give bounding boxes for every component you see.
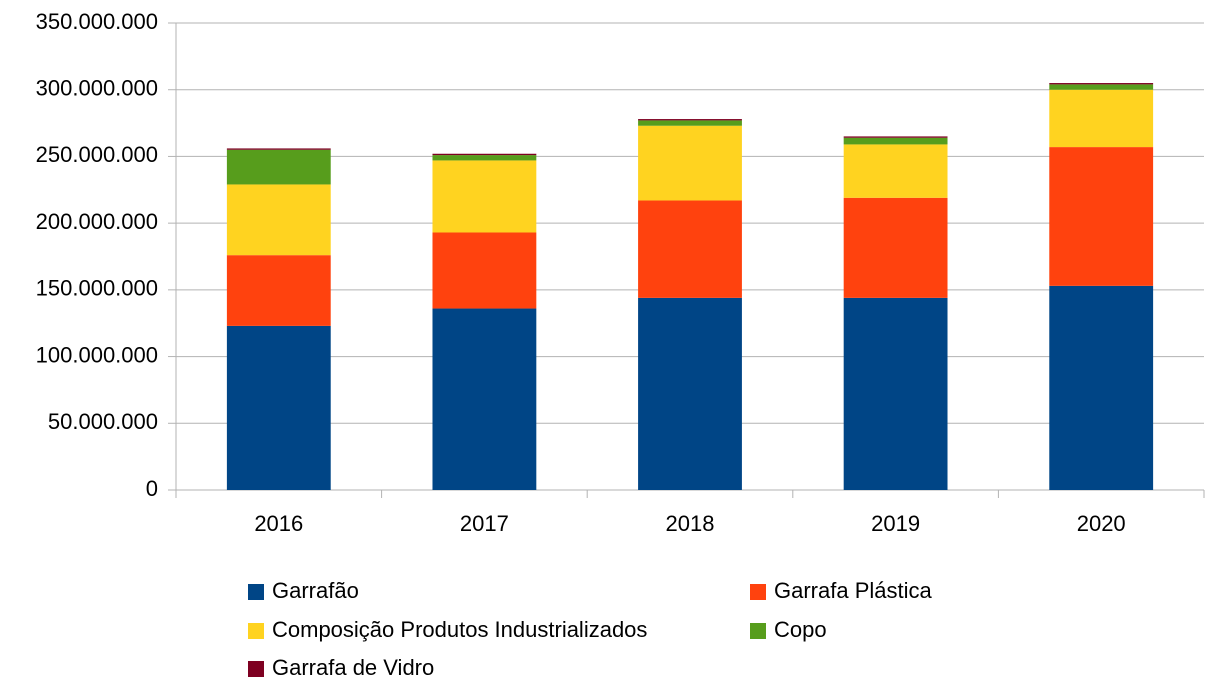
y-tick-label: 150.000.000: [36, 276, 158, 301]
bar-segment: [638, 119, 742, 121]
bar-segment: [638, 120, 742, 126]
bar-segment: [432, 308, 537, 490]
bar-segment: [843, 197, 948, 298]
bar-segment: [1049, 147, 1154, 286]
bar-segment: [843, 297, 948, 490]
y-tick-label: 350.000.000: [36, 9, 158, 34]
legend-label: Garrafão: [272, 578, 359, 603]
bar-segment: [638, 200, 742, 298]
y-tick-label: 300.000.000: [36, 76, 158, 101]
x-tick-label: 2016: [254, 511, 303, 536]
legend-swatch: [750, 623, 766, 639]
bar-segment: [226, 149, 331, 185]
x-tick-label: 2018: [666, 511, 715, 536]
y-tick-label: 250.000.000: [36, 142, 158, 167]
x-tick-label: 2020: [1077, 511, 1126, 536]
y-tick-label: 0: [146, 476, 158, 501]
legend-swatch: [248, 623, 264, 639]
bar-segment: [638, 297, 742, 490]
y-tick-label: 50.000.000: [48, 409, 158, 434]
y-tick-label: 100.000.000: [36, 342, 158, 367]
y-tick-label: 200.000.000: [36, 209, 158, 234]
legend-label: Composição Produtos Industrializados: [272, 617, 647, 642]
bar-segment: [432, 153, 537, 156]
legend-swatch: [248, 584, 264, 600]
x-tick-label: 2017: [460, 511, 509, 536]
bar-segment: [843, 137, 948, 145]
bar-segment: [226, 184, 331, 256]
bar-segment: [638, 125, 742, 201]
bar-segment: [226, 255, 331, 326]
x-tick-label: 2019: [871, 511, 920, 536]
bar-segment: [432, 232, 537, 309]
bar-segment: [843, 144, 948, 198]
bar-segment: [843, 136, 948, 138]
bar-segment: [1049, 83, 1154, 85]
legend-label: Garrafa de Vidro: [272, 655, 434, 680]
bar-segment: [432, 160, 537, 233]
legend-label: Garrafa Plástica: [774, 578, 932, 603]
bar-segment: [432, 155, 537, 161]
legend-swatch: [248, 661, 264, 677]
bar-segment: [226, 148, 331, 150]
legend-swatch: [750, 584, 766, 600]
bar-segment: [1049, 285, 1154, 490]
bar-segment: [226, 325, 331, 490]
bar-segment: [1049, 89, 1154, 148]
bar-segment: [1049, 84, 1154, 90]
legend-label: Copo: [774, 617, 827, 642]
